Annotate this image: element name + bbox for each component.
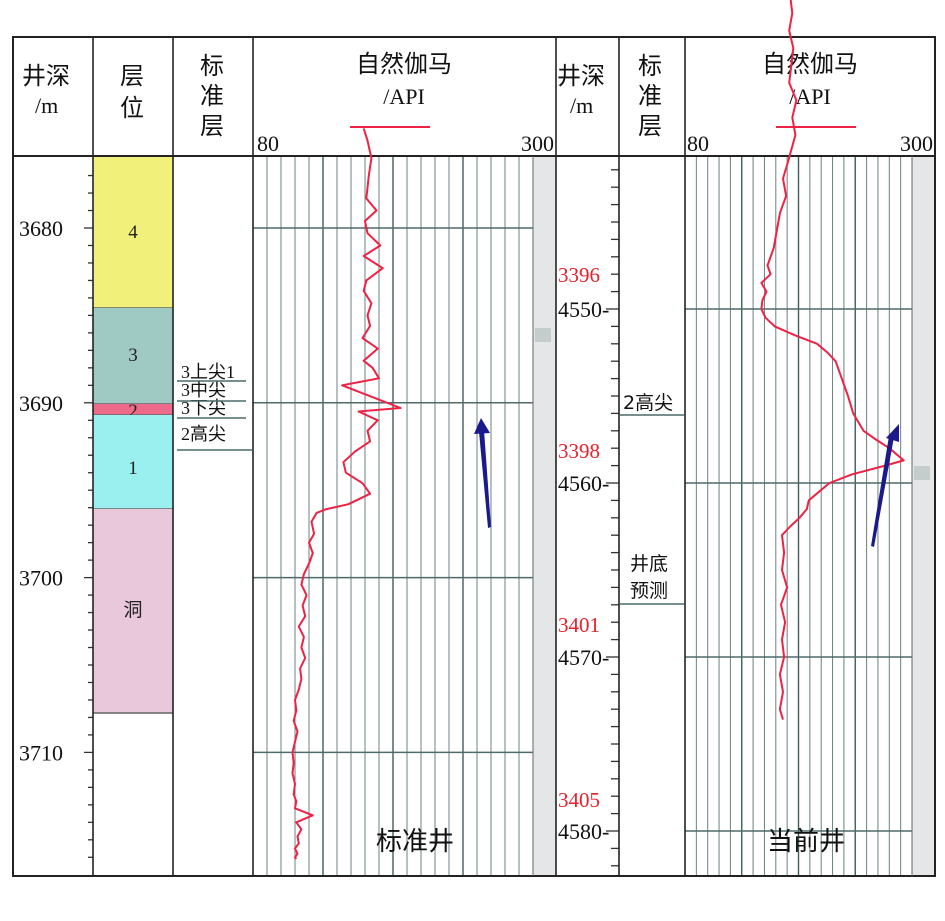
gamma-header-right: 自然伽马 /API 80 300	[687, 50, 933, 156]
marker-header-char-2: 准	[200, 82, 224, 110]
cur-peak-arrow	[871, 424, 899, 547]
scale-max-right: 300	[900, 131, 933, 156]
marker-label-2-high-peak: 2高尖	[181, 424, 226, 444]
marker-header-right-char-2: 准	[638, 82, 662, 110]
right-scrollbar-track[interactable]	[912, 157, 935, 876]
layer-label-4: 1	[128, 458, 138, 479]
cur-marker-label-2-high-peak: 2高尖	[623, 392, 673, 414]
depth-tick-label-right: 4560-	[558, 471, 609, 496]
std-peak-arrow	[474, 418, 491, 528]
depth-header-label-right: 井深	[557, 62, 605, 90]
left-scrollbar-thumb[interactable]	[535, 328, 551, 342]
left-scrollbar-track[interactable]	[533, 157, 556, 876]
marker-header-right: 标 准 层	[638, 52, 662, 140]
depth-header-left: 井深 /m	[22, 62, 70, 118]
scale-max: 300	[521, 131, 554, 156]
layer-label-2: 3	[128, 345, 138, 366]
gamma-header-left: 自然伽马 /API 80 300	[257, 50, 554, 156]
depth-tick-label-left: 3710	[19, 740, 63, 765]
depth-tick-label-right: 4550-	[558, 297, 609, 322]
scale-min-right: 80	[687, 131, 709, 156]
depth-tick-label-right: 4570-	[558, 645, 609, 670]
layer-box-5	[93, 509, 173, 713]
layer-box-1	[93, 157, 173, 308]
layer-label-3: 2	[128, 401, 138, 422]
outer-frame	[12, 36, 936, 877]
gamma-unit: /API	[383, 84, 425, 109]
cur-marker-labels: 2高尖 井底 预测	[623, 392, 673, 602]
std-well-title: 标准井	[376, 827, 454, 857]
layer-header: 层 位	[120, 62, 144, 122]
marker-header-char-1: 标	[200, 52, 224, 80]
red-depth-label: 3398	[558, 439, 600, 463]
depth-tick-label-left: 3690	[19, 391, 63, 416]
gamma-title-right: 自然伽马	[762, 50, 858, 78]
cur-well-title: 当前井	[767, 827, 845, 857]
depth-header-right: 井深 /m	[557, 62, 605, 118]
cur-marker-label-prediction: 预测	[630, 580, 668, 602]
marker-header-right-char-3: 层	[638, 112, 662, 140]
layer-header-char-2: 位	[120, 94, 144, 122]
marker-header-char-3: 层	[200, 112, 224, 140]
layer-label-5: 洞	[123, 599, 142, 621]
marker-label-3-lower-peak: 3下尖	[181, 398, 226, 418]
red-depth-label: 3396	[558, 263, 600, 287]
layer-header-char-1: 层	[120, 62, 144, 90]
right-scrollbar-thumb[interactable]	[914, 466, 930, 480]
marker-header-left: 标 准 层	[200, 52, 224, 140]
layer-label-1: 4	[128, 222, 138, 243]
marker-label-3-upper-peak: 3上尖1	[181, 362, 235, 382]
red-depth-label: 3401	[558, 613, 600, 637]
gamma-title: 自然伽马	[356, 50, 452, 78]
std-gamma-curve	[291, 128, 402, 860]
cur-marker-label-well-bottom: 井底	[630, 553, 668, 575]
depth-tick-label-right: 4580-	[558, 819, 609, 844]
layer-box-3	[93, 404, 173, 415]
layer-box-4	[93, 415, 173, 509]
layer-box-2	[93, 308, 173, 404]
marker-label-3-middle-peak: 3中尖	[181, 380, 226, 400]
marker-header-right-char-1: 标	[638, 52, 662, 80]
std-marker-labels: 3上尖1 3中尖 3下尖 2高尖	[181, 362, 235, 444]
depth-header-unit-right: /m	[570, 93, 593, 118]
depth-tick-label-left: 3680	[19, 216, 63, 241]
red-depth-label: 3405	[558, 788, 600, 812]
depth-header-unit: /m	[35, 93, 58, 118]
depth-tick-label-left: 3700	[19, 566, 63, 591]
cur-gamma-curve	[760, 0, 905, 720]
depth-header-label: 井深	[22, 62, 70, 90]
scale-min: 80	[257, 131, 279, 156]
